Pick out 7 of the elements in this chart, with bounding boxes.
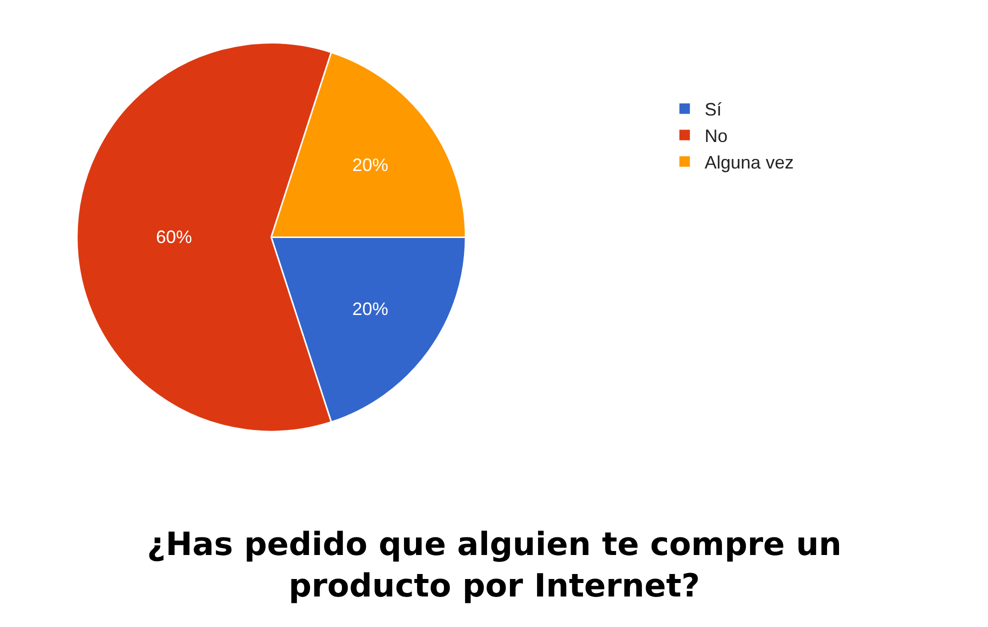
data-label: 20%	[352, 155, 388, 176]
legend-label: No	[704, 126, 728, 146]
data-label: 60%	[156, 227, 192, 248]
legend-label: Alguna vez	[704, 152, 794, 172]
legend-label: Sí	[704, 100, 722, 120]
data-label: 20%	[352, 299, 388, 320]
text: ¿Has pedido que alguien te compre un producto por Internet?	[147, 525, 842, 605]
